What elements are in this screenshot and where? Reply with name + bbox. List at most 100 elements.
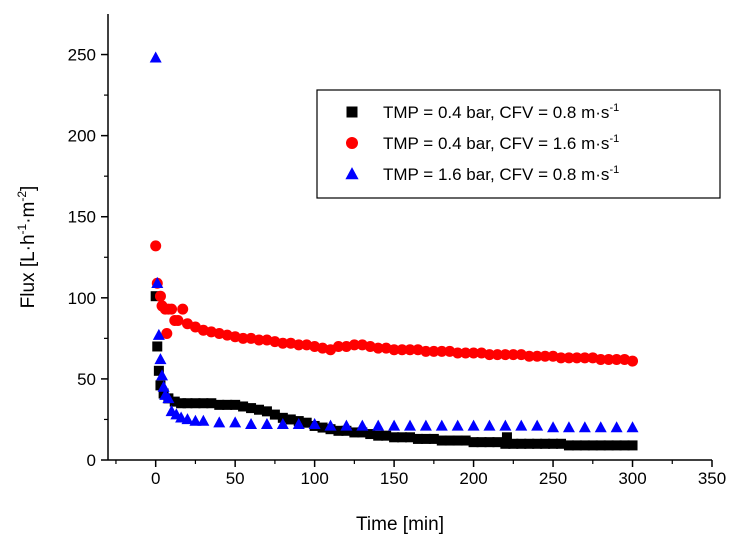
data-point-square — [420, 433, 431, 444]
data-point-square — [468, 437, 479, 448]
data-point-triangle — [152, 328, 165, 340]
y-tick-label: 0 — [87, 451, 96, 470]
data-point-triangle — [245, 418, 258, 430]
y-tick-label: 200 — [68, 127, 96, 146]
data-point-triangle — [157, 380, 170, 392]
data-point-circle — [404, 344, 416, 356]
data-point-square — [603, 440, 614, 451]
data-point-circle — [396, 344, 408, 356]
data-point-square — [548, 438, 559, 449]
data-point-square — [238, 401, 249, 412]
data-point-triangle — [435, 419, 448, 431]
x-tick-label: 50 — [226, 469, 245, 488]
data-point-square — [261, 406, 272, 417]
data-point-circle — [177, 303, 189, 315]
data-point-square — [540, 438, 551, 449]
data-point-triangle — [483, 419, 496, 431]
data-point-circle — [348, 339, 360, 351]
data-point-circle — [237, 332, 249, 344]
data-point-triangle — [610, 421, 623, 433]
legend-box — [316, 89, 721, 199]
data-point-triangle — [181, 413, 194, 425]
data-point-circle — [428, 345, 440, 357]
data-point-circle — [627, 355, 639, 367]
data-point-circle — [499, 349, 511, 361]
data-point-circle — [452, 347, 464, 359]
data-point-square — [556, 438, 566, 449]
data-point-square — [155, 380, 166, 391]
data-point-square — [254, 404, 264, 415]
data-point-triangle — [531, 419, 544, 431]
data-point-square — [627, 440, 638, 451]
data-point-triangle — [451, 419, 464, 431]
data-point-triangle — [260, 418, 273, 430]
data-point-circle — [253, 334, 265, 346]
legend-marker-circle — [346, 137, 358, 149]
data-point-square — [579, 440, 590, 451]
data-point-circle — [277, 337, 289, 349]
data-point-square — [198, 398, 209, 409]
data-point-square — [476, 437, 487, 448]
data-point-square — [516, 438, 527, 449]
data-point-circle — [507, 349, 519, 361]
data-point-square — [269, 409, 280, 420]
data-point-circle — [491, 349, 503, 361]
data-point-triangle — [562, 421, 575, 433]
series-2 — [150, 240, 639, 367]
data-point-triangle — [213, 416, 226, 428]
data-point-square — [484, 437, 495, 448]
x-tick-label: 350 — [698, 469, 726, 488]
data-point-triangle — [151, 276, 164, 288]
data-point-square — [444, 435, 455, 446]
data-point-circle — [332, 340, 344, 352]
data-point-circle — [571, 352, 583, 364]
data-point-triangle — [356, 419, 369, 431]
data-point-square — [501, 432, 512, 443]
data-point-triangle — [340, 419, 353, 431]
data-point-triangle — [404, 419, 416, 431]
data-point-circle — [539, 350, 551, 362]
data-point-square — [500, 438, 511, 449]
data-point-square — [176, 398, 187, 409]
data-point-circle — [293, 339, 305, 351]
data-point-square — [222, 399, 233, 410]
data-point-triangle — [276, 418, 289, 430]
data-point-triangle — [156, 369, 169, 381]
data-point-square — [230, 399, 241, 410]
y-axis-title: Flux [L·h-1·m-2] — [15, 186, 39, 309]
legend-entry-label: TMP = 0.4 bar, CFV = 0.8 m·s-1 — [383, 102, 619, 122]
data-point-circle — [161, 327, 173, 339]
data-point-triangle — [162, 392, 175, 404]
data-point-square — [285, 414, 296, 425]
data-point-circle — [436, 345, 448, 357]
data-point-circle — [523, 350, 535, 362]
data-point-square — [357, 427, 368, 438]
data-point-square — [492, 437, 503, 448]
data-point-square — [333, 425, 344, 436]
legend-marker-triangle — [345, 167, 359, 180]
data-point-square — [595, 440, 606, 451]
data-point-triangle — [467, 419, 480, 431]
data-point-square — [214, 399, 225, 410]
data-point-triangle — [578, 421, 591, 433]
data-point-circle — [531, 350, 543, 362]
data-point-square — [349, 427, 360, 438]
data-point-square — [381, 430, 392, 441]
data-point-triangle — [388, 419, 401, 431]
data-point-triangle — [594, 421, 607, 433]
legend: TMP = 0.4 bar, CFV = 0.8 m·s-1 TMP = 0.4 … — [316, 89, 721, 199]
data-point-square — [412, 433, 423, 444]
x-tick-label: 200 — [459, 469, 487, 488]
data-point-square — [152, 341, 163, 352]
data-point-triangle — [197, 414, 210, 426]
data-point-square — [619, 440, 630, 451]
data-point-triangle — [499, 419, 512, 431]
data-point-circle — [150, 240, 162, 252]
axis-titles: Time [min] Flux [L·h-1·m-2] — [15, 186, 444, 535]
data-point-square — [524, 438, 535, 449]
data-point-square — [428, 433, 439, 444]
data-point-square — [373, 430, 384, 441]
data-point-square — [532, 438, 543, 449]
data-point-square — [341, 425, 352, 436]
